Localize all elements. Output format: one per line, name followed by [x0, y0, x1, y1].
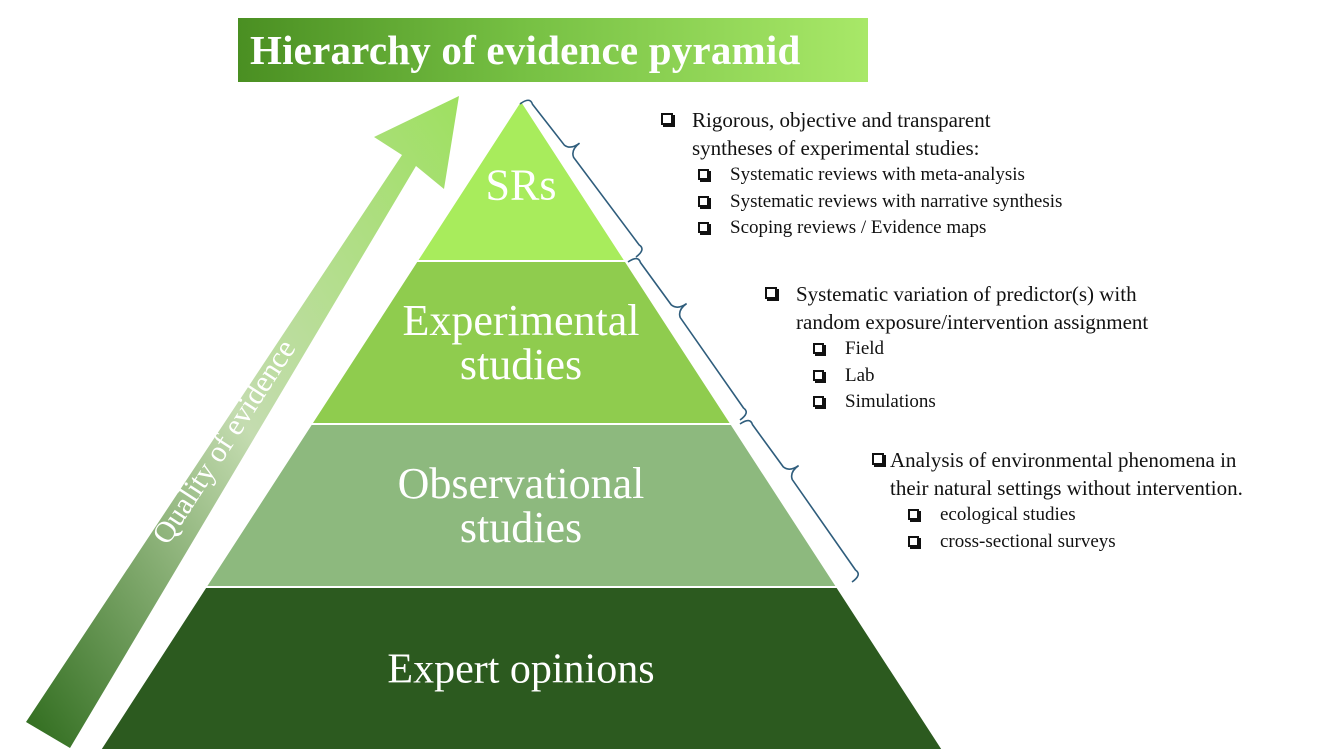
experimental-main-line: random exposure/intervention assignment — [796, 310, 1149, 334]
checkbox-icon — [813, 396, 824, 407]
checkbox-icon — [698, 222, 709, 233]
quality-arrow — [26, 96, 459, 748]
srs-main-line: syntheses of experimental studies: — [692, 136, 980, 160]
observational-sub-bullet: cross-sectional surveys — [908, 529, 1243, 556]
checkbox-icon — [698, 169, 709, 180]
observational-sub-bullet: ecological studies — [908, 502, 1243, 529]
observational-main-line: their natural settings without intervent… — [890, 476, 1243, 500]
checkbox-icon — [765, 287, 777, 299]
checkbox-icon — [813, 369, 824, 381]
checkbox-icon — [813, 343, 824, 354]
experimental-sub-bullet: Simulations — [813, 389, 1148, 416]
tier-label-srs: SRs — [486, 161, 557, 210]
checkbox-icon — [698, 195, 709, 207]
observational-annotation: Analysis of environmental phenomena in t… — [872, 446, 1243, 556]
checkbox-icon — [908, 509, 919, 520]
tier-label-observational: studies — [460, 503, 582, 552]
srs-sub-bullet: Systematic reviews with meta-analysis — [698, 162, 1062, 189]
checkbox-icon — [661, 113, 673, 125]
srs-main-line: Rigorous, objective and transparent — [692, 108, 991, 132]
page-title: Hierarchy of evidence pyramid — [250, 27, 801, 73]
checkbox-icon — [908, 535, 919, 547]
brace-0 — [519, 99, 643, 258]
tier-label-expert: Expert opinions — [387, 646, 654, 692]
srs-annotation: Rigorous, objective and transparent synt… — [661, 106, 1062, 242]
srs-main-bullet: Rigorous, objective and transparent synt… — [661, 106, 1062, 162]
experimental-sub-bullet: Lab — [813, 363, 1148, 390]
tier-label-experimental: Experimental — [402, 296, 639, 345]
checkbox-icon — [872, 453, 884, 465]
tier-label-observational: Observational — [398, 459, 645, 508]
pyramid: SRsExperimentalstudiesObservationalstudi… — [98, 98, 945, 750]
tier-label-experimental: studies — [460, 340, 582, 389]
experimental-main-line: Systematic variation of predictor(s) wit… — [796, 282, 1137, 306]
experimental-annotation: Systematic variation of predictor(s) wit… — [765, 280, 1149, 416]
experimental-sub-bullet: Field — [813, 336, 1148, 363]
experimental-main-bullet: Systematic variation of predictor(s) wit… — [765, 280, 1149, 336]
title-banner: Hierarchy of evidence pyramid — [238, 18, 868, 82]
observational-main-bullet: Analysis of environmental phenomena in t… — [872, 446, 1243, 502]
tier-expert — [98, 586, 945, 750]
srs-sub-bullet: Scoping reviews / Evidence maps — [698, 215, 1062, 242]
observational-main-line: Analysis of environmental phenomena in — [890, 448, 1237, 472]
srs-sub-bullet: Systematic reviews with narrative synthe… — [698, 189, 1062, 216]
